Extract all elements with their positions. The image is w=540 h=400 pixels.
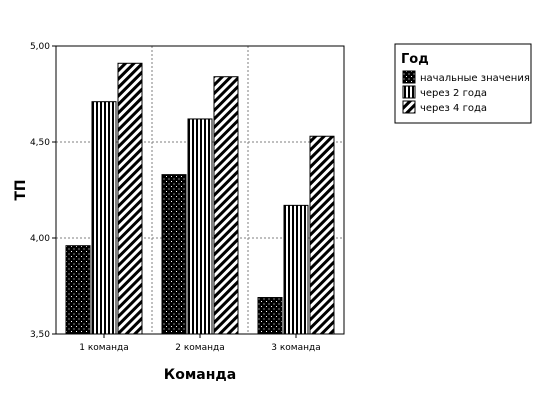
y-axis-ticks: 3,50 4,00 4,50 5,00 [30, 42, 56, 340]
bar [65, 245, 91, 335]
legend-items: начальные значения через 2 года через 4 го… [402, 70, 530, 114]
legend-swatch [402, 100, 416, 114]
x-tick-label: 1 команда [79, 343, 128, 353]
bar [117, 62, 143, 335]
legend: Год начальные значения через 2 года через … [394, 43, 532, 124]
x-tick-label: 3 команда [271, 343, 320, 353]
legend-box [394, 43, 532, 124]
x-tick-label: 2 команда [175, 343, 224, 353]
legend-label: через 4 года [420, 103, 487, 114]
legend-title: Год [401, 52, 429, 67]
bar [283, 204, 309, 335]
bar [91, 101, 117, 335]
bar [187, 118, 213, 335]
bar [213, 76, 239, 335]
bars-group [65, 62, 335, 335]
y-tick-label: 4,00 [30, 234, 50, 244]
y-tick-label: 3,50 [30, 330, 50, 340]
legend-label: через 2 года [420, 88, 487, 99]
legend-swatch [402, 85, 416, 99]
legend-swatch [402, 70, 416, 84]
legend-label: начальные значения [420, 73, 530, 84]
y-tick-label: 5,00 [30, 42, 50, 52]
x-axis-title: Команда [164, 367, 236, 383]
bar [257, 297, 283, 335]
bar [309, 135, 335, 335]
bar [161, 174, 187, 335]
y-tick-label: 4,50 [30, 138, 50, 148]
y-axis-title: ТП [13, 179, 29, 200]
x-axis-ticks: 1 команда 2 команда 3 команда [79, 334, 321, 353]
